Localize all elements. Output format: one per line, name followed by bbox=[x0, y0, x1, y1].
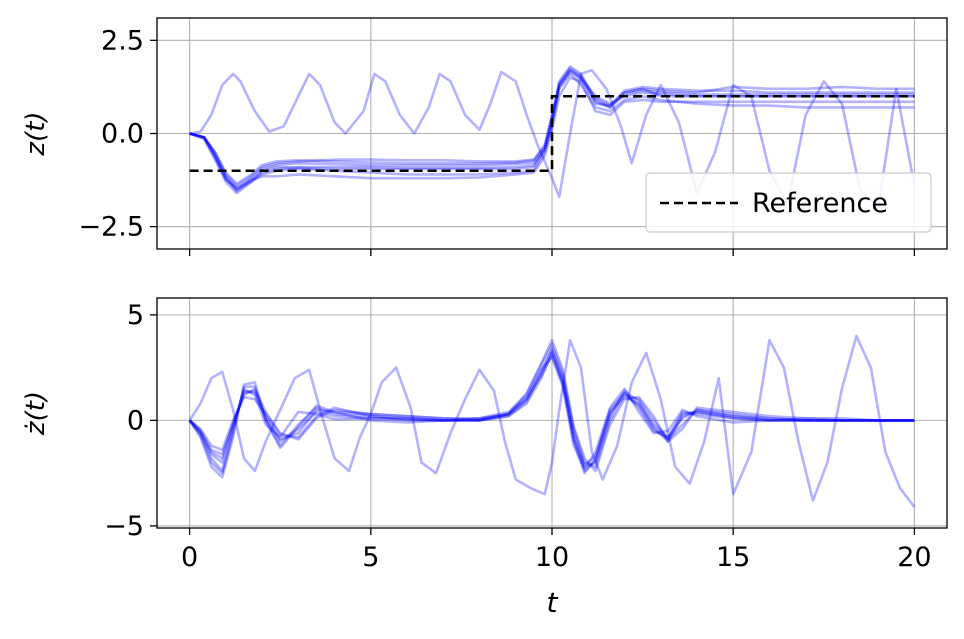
bot-ytick-label-0: 0 bbox=[127, 405, 144, 436]
bot-xtick-label-0: 0 bbox=[181, 542, 198, 573]
legend-reference-label: Reference bbox=[752, 188, 888, 219]
bot-series-line-2 bbox=[188, 347, 915, 469]
bottom-xlabel: t bbox=[547, 586, 559, 619]
bottom-panel: 0 5 10 15 20 5 0 −5 ż(t) t bbox=[21, 297, 948, 619]
reference-line bbox=[189, 94, 915, 173]
legend: Reference bbox=[645, 172, 932, 233]
top-series-line-4 bbox=[189, 76, 915, 189]
top-ticks: 2.5 0.0 −2.5 bbox=[78, 25, 916, 256]
bot-ytick-label--5: −5 bbox=[104, 511, 144, 542]
top-series-line-7 bbox=[189, 68, 915, 186]
bot-series-line-4 bbox=[188, 355, 915, 471]
top-ytick-label-0: 0.0 bbox=[101, 119, 144, 150]
top-ylabel: z(t) bbox=[21, 111, 51, 156]
top-ytick-label-2.5: 2.5 bbox=[101, 25, 144, 56]
bot-series-line-6 bbox=[188, 353, 915, 466]
bot-series-line-7 bbox=[188, 338, 915, 479]
bot-series-line-8 bbox=[188, 334, 916, 508]
bot-series-line-1 bbox=[188, 351, 915, 475]
bot-xtick-label-15: 15 bbox=[716, 542, 750, 573]
top-series-line-5 bbox=[189, 67, 915, 191]
bot-series-line-3 bbox=[188, 343, 915, 475]
bottom-ticks: 0 5 10 15 20 5 0 −5 bbox=[104, 300, 931, 573]
top-ytick-label--2.5: −2.5 bbox=[78, 212, 144, 243]
top-series-line-6 bbox=[189, 70, 915, 193]
bot-xtick-label-10: 10 bbox=[535, 542, 569, 573]
top-series-line-8 bbox=[189, 68, 916, 210]
bottom-series-group bbox=[188, 334, 916, 508]
bottom-ylabel: ż(t) bbox=[21, 391, 51, 436]
bottom-grid bbox=[157, 298, 947, 528]
bot-xtick-label-20: 20 bbox=[897, 542, 931, 573]
bot-xtick-label-5: 5 bbox=[362, 542, 379, 573]
legend-box bbox=[645, 172, 932, 233]
reference-line-group bbox=[189, 94, 915, 173]
bot-series-line-5 bbox=[188, 349, 915, 473]
top-panel: 2.5 0.0 −2.5 z(t) Reference bbox=[21, 17, 948, 256]
bot-ytick-label-5: 5 bbox=[127, 300, 144, 331]
top-series-line-3 bbox=[189, 72, 915, 195]
